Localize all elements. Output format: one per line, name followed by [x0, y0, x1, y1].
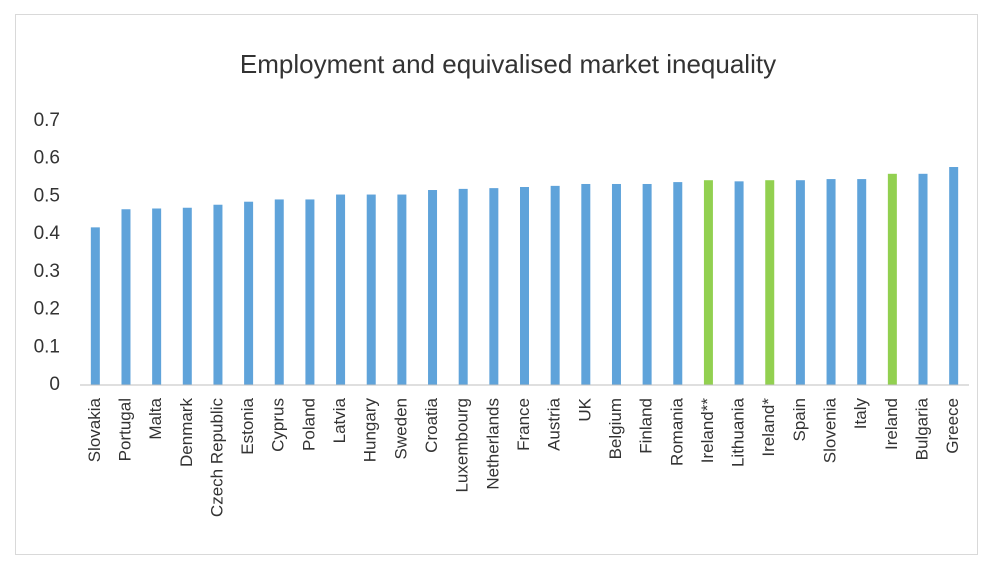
bar [611, 183, 621, 385]
bar [428, 190, 438, 385]
x-tick-label: Netherlands [483, 398, 502, 490]
bar [305, 199, 315, 385]
x-tick-label: Greece [943, 398, 962, 454]
bar [826, 179, 836, 385]
bar [489, 188, 499, 385]
x-tick-label: Sweden [391, 398, 410, 459]
x-tick-label: Estonia [238, 397, 257, 454]
x-tick-label: Cyprus [269, 398, 288, 452]
bar [520, 187, 529, 385]
x-tick-label: UK [575, 397, 594, 421]
x-tick-label: Finland [637, 398, 656, 454]
x-tick-label: Ireland [882, 398, 901, 450]
x-tick-label: Malta [146, 397, 165, 439]
bar [795, 180, 805, 385]
bar [734, 181, 744, 385]
x-tick-label: France [514, 398, 533, 451]
x-tick-label: Portugal [115, 398, 134, 461]
bar [213, 204, 223, 385]
y-tick-label: 0.1 [34, 336, 60, 357]
x-tick-label: Hungary [361, 398, 380, 463]
y-tick-label: 0.6 [34, 148, 60, 169]
bar [703, 180, 713, 385]
bar [182, 207, 192, 385]
x-tick-label: Lithuania [729, 397, 748, 467]
bar [152, 208, 162, 385]
x-tick-label: Denmark [177, 398, 196, 467]
bar [673, 182, 683, 385]
bar [336, 194, 346, 385]
bar [642, 183, 652, 385]
y-tick-label: 0.2 [34, 299, 60, 320]
y-tick-label: 0 [49, 374, 60, 395]
y-tick-label: 0.4 [34, 223, 61, 244]
bar [397, 194, 407, 385]
bar [458, 188, 468, 385]
bar [949, 167, 959, 385]
y-tick-label: 0.3 [34, 261, 60, 282]
chart-title: Employment and equivalised market inequa… [240, 49, 776, 79]
bar [550, 185, 560, 385]
x-tick-label: Slovenia [821, 397, 840, 463]
y-tick-label: 0.5 [34, 185, 60, 206]
x-tick-label: Slovakia [85, 397, 104, 462]
bar [121, 209, 131, 385]
bar [857, 179, 867, 385]
bar [366, 194, 376, 385]
bar [244, 201, 254, 385]
x-tick-label: Ireland** [698, 398, 717, 464]
x-tick-label: Spain [790, 398, 809, 441]
x-tick-label: Latvia [330, 397, 349, 443]
x-tick-label: Austria [545, 397, 564, 450]
x-tick-label: Bulgaria [913, 397, 932, 460]
x-tick-label: Croatia [422, 397, 441, 452]
x-tick-label: Italy [851, 398, 870, 430]
x-tick-label: Ireland* [759, 398, 778, 457]
bar [90, 227, 100, 385]
x-tick-label: Czech Republic [207, 398, 226, 518]
x-tick-label: Luxembourg [453, 398, 472, 493]
y-tick-label: 0.7 [34, 110, 60, 131]
x-tick-label: Romania [667, 397, 686, 466]
x-tick-label: Poland [299, 398, 318, 451]
bar [887, 173, 897, 385]
bar [274, 199, 284, 385]
x-tick-label: Belgium [606, 398, 625, 459]
bar [765, 180, 775, 385]
bar [581, 183, 591, 385]
bar [918, 173, 928, 385]
